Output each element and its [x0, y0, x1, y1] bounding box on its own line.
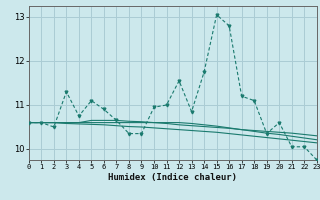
- X-axis label: Humidex (Indice chaleur): Humidex (Indice chaleur): [108, 173, 237, 182]
